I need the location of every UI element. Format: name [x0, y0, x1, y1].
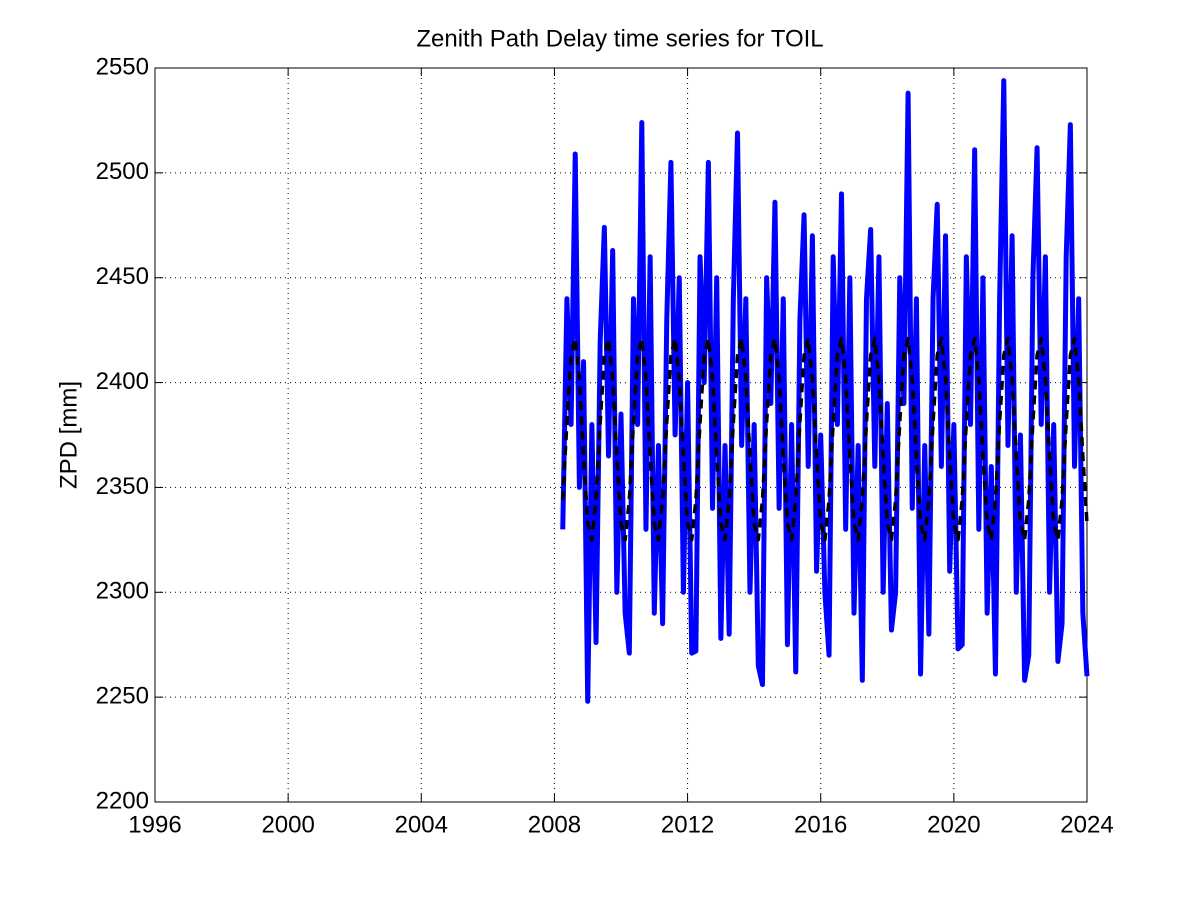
x-tick-label: 2008 — [528, 811, 581, 838]
y-tick-label: 2500 — [96, 158, 149, 185]
x-tick-label: 1996 — [128, 811, 181, 838]
x-tick-label: 2024 — [1060, 811, 1113, 838]
x-tick-label: 2016 — [794, 811, 847, 838]
model-line — [561, 336, 1089, 542]
chart-title: Zenith Path Delay time series for TOIL — [416, 25, 823, 52]
plot-frame — [154, 67, 1088, 803]
data-line — [560, 78, 1090, 704]
x-tick-label: 2020 — [927, 811, 980, 838]
y-tick-label: 2450 — [96, 263, 149, 290]
y-axis-label: ZPD [mm] — [55, 381, 82, 489]
y-tick-label: 2350 — [96, 473, 149, 500]
y-tick-label: 2200 — [96, 787, 149, 814]
x-tick-label: 2012 — [661, 811, 714, 838]
y-tick-label: 2550 — [96, 53, 149, 80]
x-tick-label: 2004 — [395, 811, 448, 838]
x-tick-label: 2000 — [261, 811, 314, 838]
y-tick-label: 2400 — [96, 368, 149, 395]
y-tick-label: 2250 — [96, 682, 149, 709]
y-tick-label: 2300 — [96, 578, 149, 605]
